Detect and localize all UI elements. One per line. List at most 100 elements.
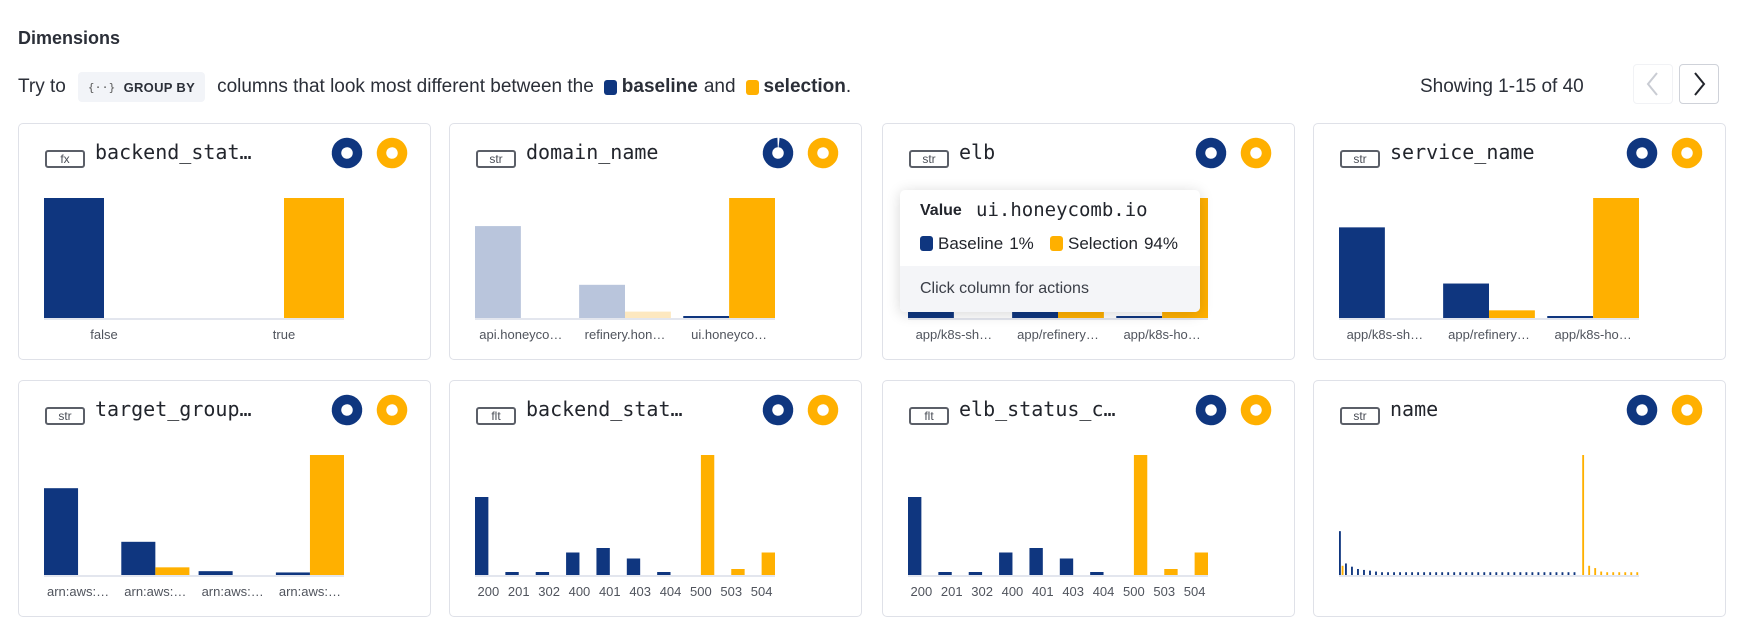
baseline-bar[interactable] (657, 572, 671, 575)
baseline-bar[interactable] (566, 552, 580, 576)
baseline-bar[interactable] (1029, 548, 1043, 575)
baseline-bar[interactable] (1447, 572, 1450, 575)
baseline-bar[interactable] (121, 541, 156, 575)
baseline-bar[interactable] (275, 572, 310, 575)
baseline-bar[interactable] (1116, 316, 1163, 318)
baseline-bar[interactable] (1555, 572, 1558, 575)
baseline-bar[interactable] (1483, 572, 1486, 575)
selection-donut-icon[interactable] (1671, 137, 1703, 169)
dimension-card[interactable]: str target_group… arn:aws:… arn:aws:… arn:aw… (18, 380, 431, 617)
selection-bar[interactable] (1489, 310, 1535, 318)
baseline-bar[interactable] (1363, 569, 1365, 575)
selection-bar[interactable] (1612, 572, 1615, 575)
selection-bar[interactable] (309, 455, 344, 575)
selection-bar[interactable] (1058, 310, 1104, 318)
baseline-bar[interactable] (1537, 572, 1540, 575)
baseline-bar[interactable] (1525, 572, 1528, 575)
baseline-bar[interactable] (1059, 558, 1074, 576)
selection-bar[interactable] (1606, 572, 1609, 575)
previous-page-button[interactable] (1633, 64, 1673, 104)
selection-donut-icon[interactable] (807, 394, 839, 426)
selection-bar[interactable] (1194, 552, 1208, 576)
baseline-bar[interactable] (596, 548, 610, 575)
baseline-bar[interactable] (938, 572, 952, 575)
selection-bar[interactable] (761, 552, 775, 576)
baseline-bar[interactable] (1369, 570, 1371, 575)
baseline-bar[interactable] (535, 572, 550, 575)
selection-bar[interactable] (700, 455, 715, 575)
baseline-bar[interactable] (198, 571, 233, 575)
dimension-card[interactable]: str name (1313, 380, 1726, 617)
baseline-bar[interactable] (505, 572, 519, 575)
selection-bar[interactable] (1341, 565, 1344, 575)
selection-donut-icon[interactable] (376, 394, 408, 426)
baseline-bar[interactable] (1495, 572, 1498, 575)
baseline-bar[interactable] (475, 226, 521, 318)
baseline-bar[interactable] (1561, 572, 1564, 575)
baseline-donut-icon[interactable] (331, 394, 363, 426)
baseline-bar[interactable] (1519, 572, 1522, 575)
selection-bar[interactable] (729, 198, 775, 318)
baseline-bar[interactable] (44, 488, 79, 575)
selection-bar[interactable] (1588, 565, 1591, 575)
selection-bar[interactable] (1164, 569, 1178, 575)
baseline-bar[interactable] (1477, 572, 1480, 575)
baseline-bar[interactable] (1351, 566, 1353, 575)
baseline-bar[interactable] (1547, 316, 1594, 318)
dimension-card[interactable]: flt elb_status_c… 200 201 302 400 401 403 404 500… (882, 380, 1295, 617)
selection-donut-icon[interactable] (807, 137, 839, 169)
baseline-bar[interactable] (1567, 572, 1570, 575)
baseline-bar[interactable] (1471, 572, 1474, 575)
baseline-bar[interactable] (683, 316, 730, 318)
baseline-bar[interactable] (1513, 572, 1516, 575)
baseline-bar[interactable] (1375, 571, 1377, 575)
selection-donut-icon[interactable] (1240, 394, 1272, 426)
baseline-bar[interactable] (1405, 572, 1408, 575)
baseline-donut-icon[interactable] (762, 394, 794, 426)
selection-bar[interactable] (625, 311, 671, 318)
baseline-bar[interactable] (1339, 531, 1341, 575)
baseline-bar[interactable] (1573, 572, 1576, 575)
baseline-bar[interactable] (1435, 572, 1438, 575)
selection-bar[interactable] (1600, 571, 1603, 575)
baseline-bar[interactable] (1345, 563, 1347, 575)
selection-bar[interactable] (1624, 572, 1627, 575)
selection-donut-icon[interactable] (1240, 137, 1272, 169)
selection-donut-icon[interactable] (376, 137, 408, 169)
dimension-card[interactable]: str service_name app/k8s-sh… app/refinery… a… (1313, 123, 1726, 360)
baseline-bar[interactable] (1441, 572, 1444, 575)
baseline-bar[interactable] (579, 284, 625, 318)
baseline-donut-icon[interactable] (1195, 137, 1227, 169)
baseline-bar[interactable] (1339, 227, 1385, 318)
selection-bar[interactable] (1636, 572, 1639, 575)
selection-bar[interactable] (155, 567, 190, 575)
selection-bar[interactable] (1618, 572, 1621, 575)
selection-bar[interactable] (1582, 455, 1585, 575)
group-by-chip[interactable]: {··} GROUP BY (77, 72, 206, 102)
baseline-bar[interactable] (1393, 572, 1395, 575)
baseline-donut-icon[interactable] (762, 137, 794, 169)
baseline-bar[interactable] (1090, 572, 1104, 575)
baseline-bar[interactable] (1489, 572, 1492, 575)
baseline-donut-icon[interactable] (1626, 137, 1658, 169)
baseline-bar[interactable] (1357, 569, 1359, 575)
selection-bar[interactable] (1133, 455, 1148, 575)
baseline-bar[interactable] (626, 558, 641, 576)
baseline-bar[interactable] (1429, 572, 1432, 575)
baseline-bar[interactable] (1417, 572, 1420, 575)
baseline-bar[interactable] (1549, 572, 1552, 575)
dimension-card[interactable]: fx backend_stat… false true (18, 123, 431, 360)
baseline-bar[interactable] (1387, 572, 1389, 575)
baseline-bar[interactable] (968, 572, 983, 575)
baseline-bar[interactable] (1501, 572, 1504, 575)
baseline-bar[interactable] (999, 552, 1013, 576)
baseline-bar[interactable] (1543, 572, 1546, 575)
selection-bar[interactable] (284, 198, 344, 318)
dimension-card[interactable]: flt backend_stat… 200 201 302 400 401 403 404 500… (449, 380, 862, 617)
baseline-donut-icon[interactable] (1195, 394, 1227, 426)
baseline-bar[interactable] (1423, 572, 1426, 575)
baseline-bar[interactable] (1411, 572, 1414, 575)
selection-donut-icon[interactable] (1671, 394, 1703, 426)
dimension-card[interactable]: str domain_name api.honeyco… refinery.hon… u… (449, 123, 862, 360)
baseline-bar[interactable] (475, 497, 489, 575)
